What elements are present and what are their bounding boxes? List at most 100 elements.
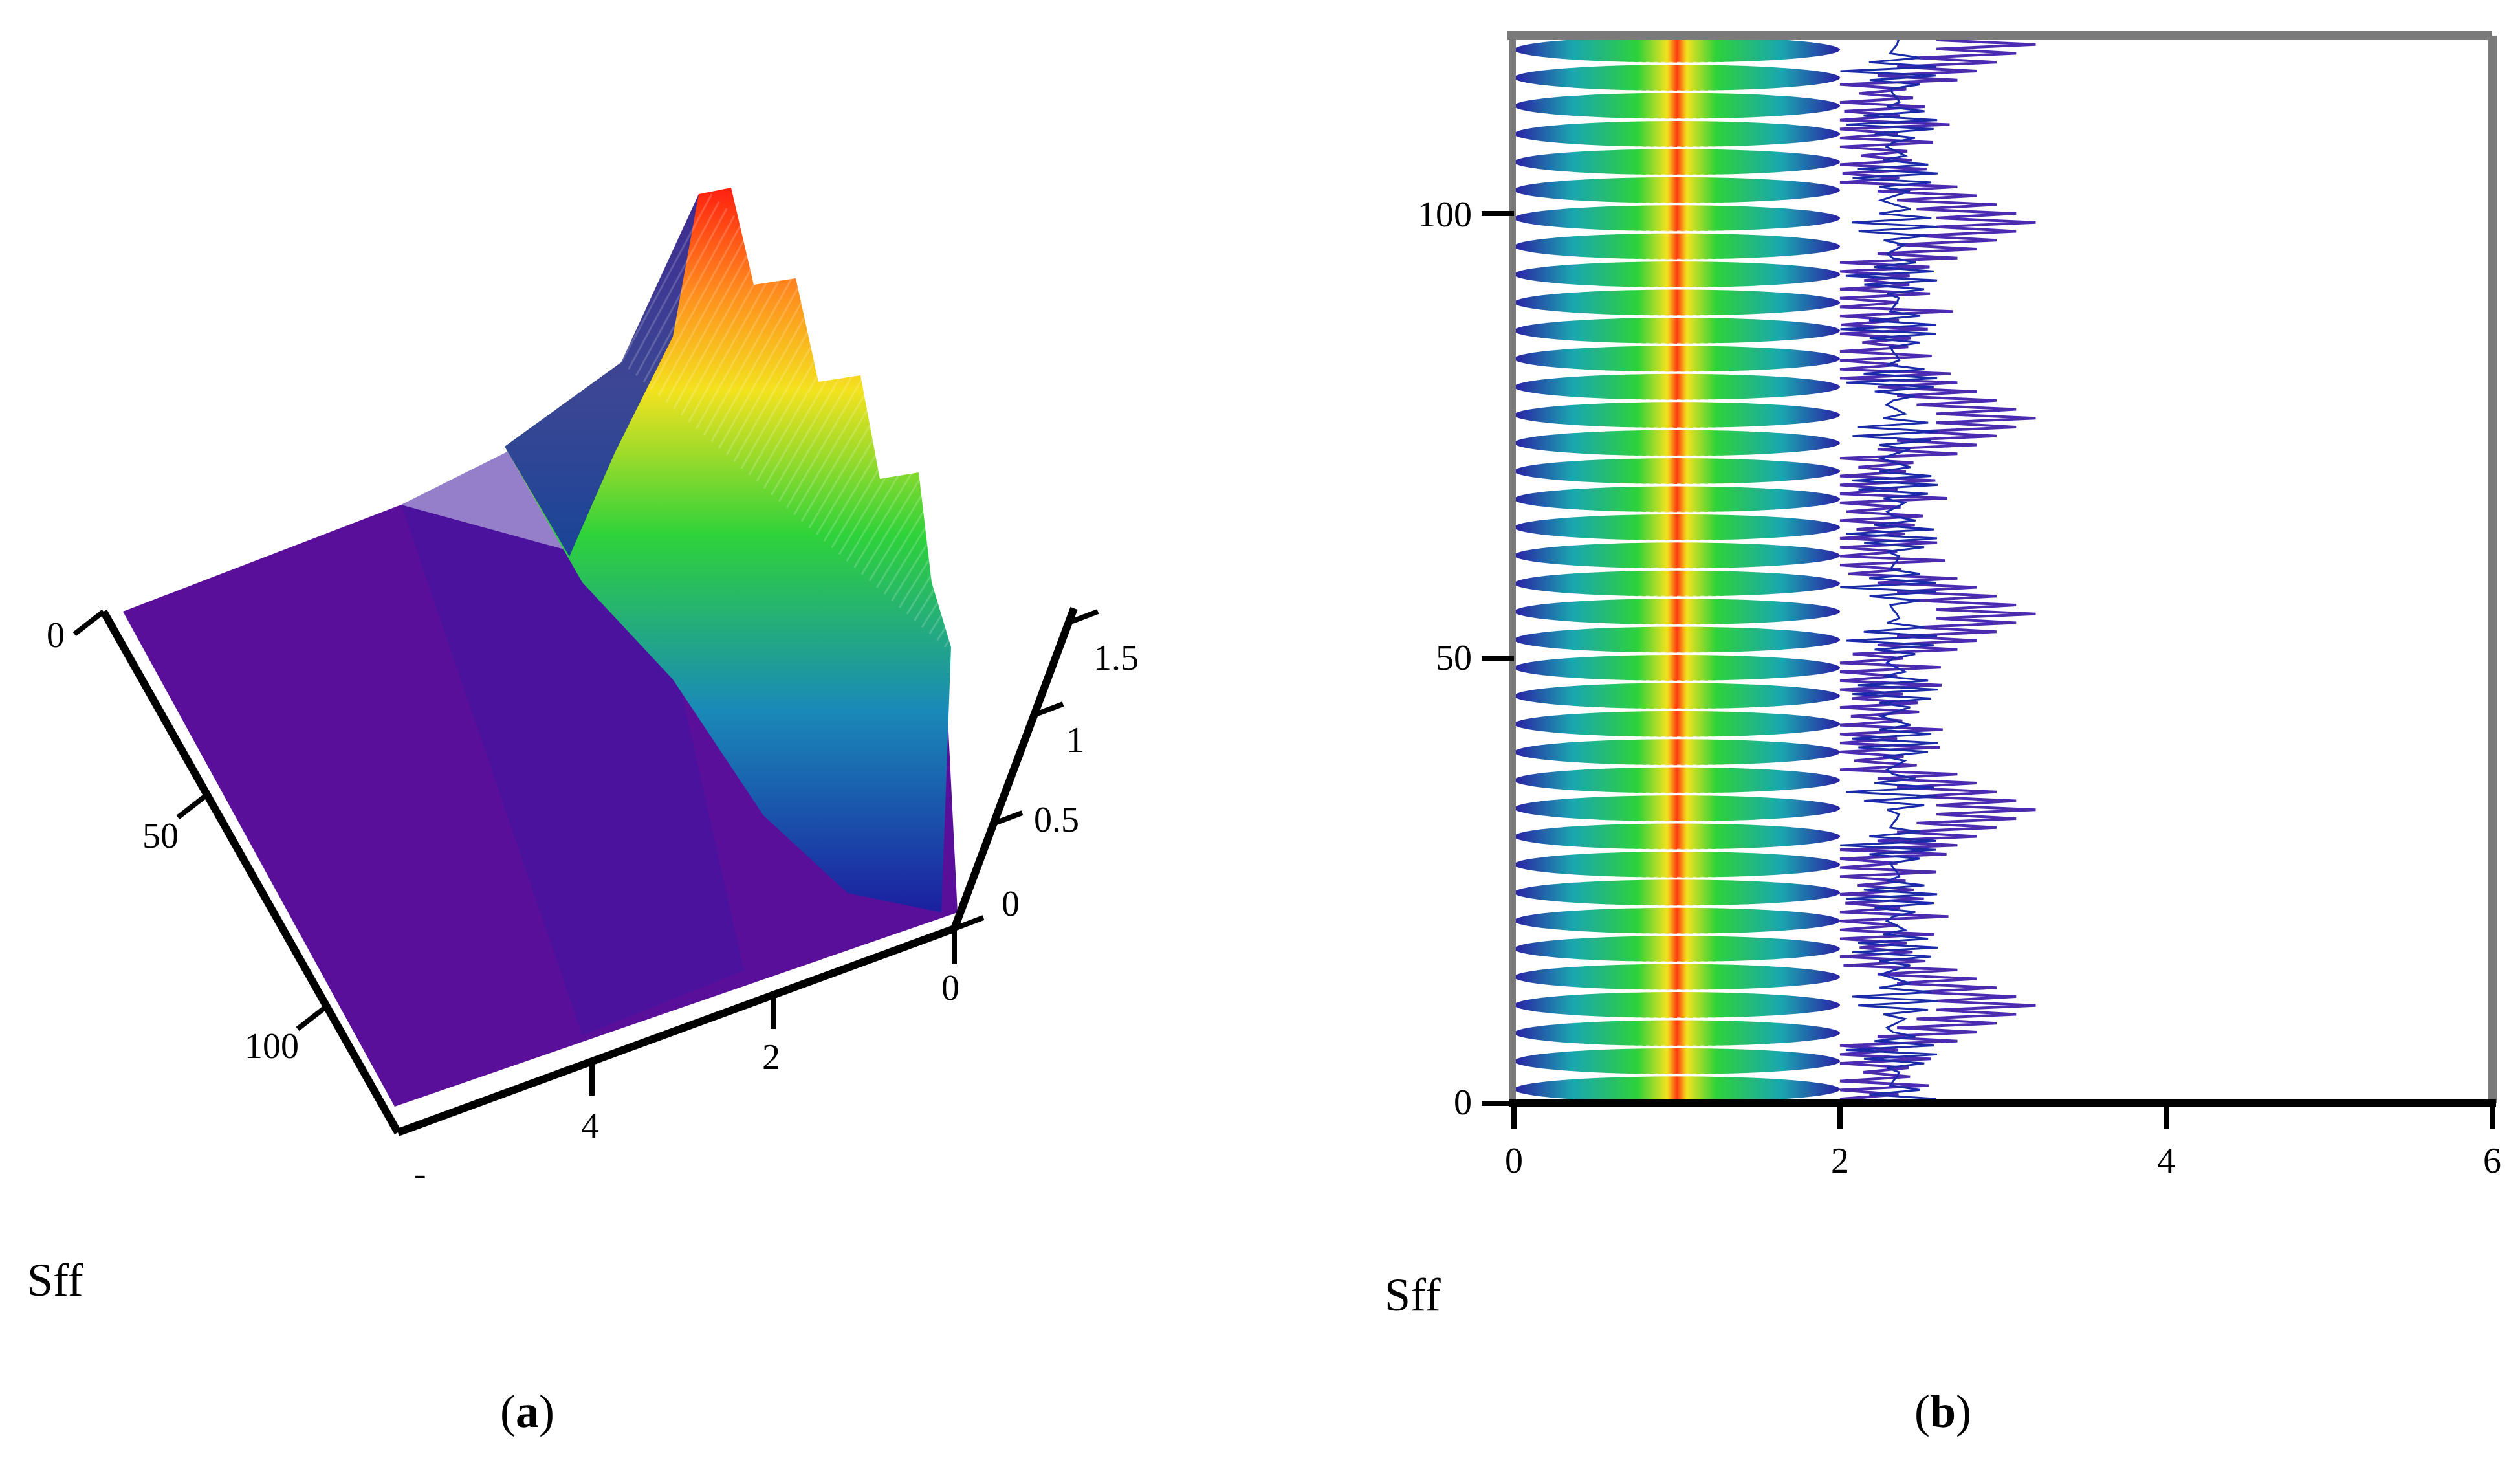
surface-stripe <box>635 208 728 377</box>
panel-b-tag: (b) <box>1914 1386 1971 1437</box>
heatmap-band <box>1514 626 1840 653</box>
surface-stripe <box>846 410 939 562</box>
heatmap-band <box>1514 430 1840 456</box>
axis-b-x-tick-label-6: 6 <box>2483 1141 2501 1181</box>
surface-stripe <box>673 244 765 410</box>
heatmap-band <box>1514 1020 1840 1046</box>
surface-stripe <box>680 251 773 416</box>
surface-stripe <box>838 403 931 555</box>
heatmap-band <box>1514 992 1840 1019</box>
surface-stripe <box>785 352 879 509</box>
heatmap-band <box>1514 402 1840 428</box>
heatmap-band <box>1514 683 1840 709</box>
heatmap-band <box>1514 851 1840 878</box>
surface-stripe <box>928 489 1022 635</box>
heatmap-band <box>1514 93 1840 119</box>
panel-b-tag-letter: b <box>1930 1386 1956 1437</box>
surface-stripe <box>620 193 713 363</box>
axis-z-tick-label-1: 1 <box>1066 720 1084 760</box>
surface-stripe <box>898 461 991 608</box>
axis-x-line <box>396 925 956 1136</box>
surface-stripe <box>936 497 1029 641</box>
axis-b-x-tick-label-0: 0 <box>1505 1141 1523 1181</box>
axis-y-line <box>100 610 402 1134</box>
surface-stripe <box>733 302 826 463</box>
surface-stripe <box>876 439 969 588</box>
contour-inner-outline <box>1839 36 1938 1103</box>
axis-y-tick-label-100: 100 <box>245 1026 299 1066</box>
heatmap-band <box>1514 121 1840 147</box>
axis-z-line <box>950 606 1078 931</box>
surface-stripe <box>642 215 736 383</box>
surface-stripe <box>883 446 976 595</box>
heatmap-band <box>1514 767 1840 793</box>
panel-b-label: Sff <box>1385 1269 1441 1321</box>
axis-x-3d: 0 2 4 - <box>396 925 959 1194</box>
surface-stripe <box>665 237 758 403</box>
heatmap-band <box>1514 205 1840 232</box>
axis-b-y-tick-label-100: 100 <box>1418 195 1472 235</box>
surface-stripe <box>800 367 893 522</box>
surface-stripe <box>771 338 863 496</box>
heatmap-band <box>1514 317 1840 344</box>
surface-stripe <box>891 454 983 602</box>
axis-x-tick-label-0: 0 <box>941 968 959 1008</box>
surface-stripe <box>793 359 886 516</box>
panel-a-tag: (a) <box>500 1386 554 1437</box>
surface-stripe <box>703 273 796 436</box>
panel-a-tag-letter: a <box>516 1386 539 1437</box>
surface-stripe <box>657 230 751 396</box>
axis-b-x-tick-label-4: 4 <box>2157 1141 2175 1181</box>
heatmap-band <box>1514 542 1840 569</box>
surface-stripe <box>740 309 833 469</box>
surface-stripe <box>748 316 840 476</box>
heatmap-region <box>1514 36 2036 1103</box>
axis-y-tick-100 <box>296 1004 329 1032</box>
heatmap-band <box>1514 964 1840 990</box>
surface-shadow-band <box>401 447 744 1035</box>
heatmap-band <box>1514 907 1840 934</box>
heatmap-band <box>1514 261 1840 288</box>
surface-stripe <box>816 381 908 535</box>
heatmap-bands <box>1514 36 1840 1103</box>
heatmap-band <box>1514 346 1840 372</box>
heatmap-band <box>1514 36 1840 63</box>
heatmap-band <box>1514 177 1840 203</box>
surface-stripe <box>914 475 1006 621</box>
heatmap-band <box>1514 654 1840 681</box>
surface-stripe <box>853 417 946 568</box>
axis-y-tick-label-0: 0 <box>47 615 65 656</box>
panel-a-label: Sff <box>27 1254 83 1306</box>
axis-b-y-tick-label-0: 0 <box>1454 1083 1472 1123</box>
heatmap-band <box>1514 795 1840 822</box>
surface-ridge-stripes <box>620 193 1036 648</box>
surface-stripe <box>868 432 961 582</box>
surface-stripe <box>943 504 1036 648</box>
heatmap-band <box>1514 233 1840 260</box>
axis-x-tick-label-4: 4 <box>581 1106 599 1146</box>
heatmap-band <box>1514 149 1840 175</box>
axis-y-tick-label-50: 50 <box>142 816 179 856</box>
heatmap-band <box>1514 599 1840 625</box>
axis-y-3d: 0 50 100 <box>47 609 402 1134</box>
heatmap-band <box>1514 514 1840 540</box>
panel-a: 0 50 100 0 2 4 - 0 0.5 1 1.5 Sff (a) <box>27 188 1139 1437</box>
heatmap-band <box>1514 1048 1840 1074</box>
heatmap-band <box>1514 570 1840 597</box>
axis-z-tick-0 <box>953 915 985 931</box>
surface-stripe <box>725 294 818 456</box>
surface-ridge-back-slope <box>505 194 699 557</box>
surface-stripe <box>763 331 856 489</box>
surface-ridge-group <box>505 188 1036 912</box>
surface-stripe <box>710 280 803 443</box>
axis-y-tick-50 <box>176 792 209 820</box>
surface-stripe <box>718 287 811 449</box>
surface-stripe <box>688 258 780 423</box>
contour-lobes <box>1839 36 2036 1103</box>
heatmap-band <box>1514 711 1840 737</box>
heatmap-band <box>1514 373 1840 400</box>
heatmap-band <box>1514 289 1840 316</box>
axis-b-x-tick-label-2: 2 <box>1831 1141 1849 1181</box>
axis-z-tick-0.5 <box>992 810 1024 826</box>
